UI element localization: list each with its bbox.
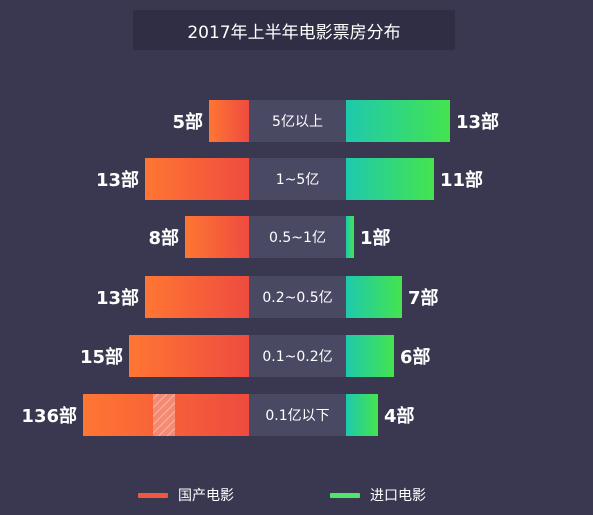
- legend-label-domestic: 国产电影: [178, 488, 234, 504]
- value-label-imported: 6部: [400, 346, 431, 368]
- bar-imported: [346, 216, 354, 258]
- value-label-domestic: 5部: [172, 111, 203, 133]
- axis-break-mark: [153, 394, 175, 436]
- category-box: [249, 394, 346, 436]
- bar-imported: [346, 276, 402, 318]
- legend-label-imported: 进口电影: [370, 488, 426, 504]
- category-box: [249, 158, 346, 200]
- category-label: 0.5~1亿: [269, 230, 326, 246]
- chart-title: 2017年上半年电影票房分布: [133, 10, 455, 50]
- bar-domestic: [145, 158, 249, 200]
- category-box: [249, 335, 346, 377]
- value-label-imported: 4部: [384, 405, 415, 427]
- bar-imported: [346, 335, 394, 377]
- category-label: 0.1~0.2亿: [262, 349, 332, 365]
- value-label-imported: 11部: [440, 169, 483, 191]
- category-box: [249, 100, 346, 142]
- legend-swatch-imported: [330, 492, 360, 498]
- bar-domestic: [185, 216, 249, 258]
- value-label-imported: 7部: [408, 287, 439, 309]
- value-label-imported: 13部: [456, 111, 499, 133]
- category-label: 0.2~0.5亿: [262, 290, 332, 306]
- legend-item-domestic: 国产电影: [138, 485, 234, 505]
- value-label-domestic: 13部: [96, 169, 139, 191]
- value-label-domestic: 8部: [148, 227, 179, 249]
- category-label: 5亿以上: [272, 114, 323, 130]
- value-label-domestic: 136部: [21, 405, 77, 427]
- category-label: 0.1亿以下: [265, 408, 329, 424]
- legend-item-imported: 进口电影: [330, 485, 426, 505]
- legend: 国产电影 进口电影: [0, 485, 593, 505]
- bar-imported: [346, 158, 434, 200]
- bar-imported: [346, 100, 450, 142]
- bar-imported: [346, 394, 378, 436]
- bar-domestic: [145, 276, 249, 318]
- value-label-domestic: 15部: [80, 346, 123, 368]
- bar-domestic: [209, 100, 249, 142]
- category-label: 1~5亿: [276, 172, 320, 188]
- value-label-imported: 1部: [360, 227, 391, 249]
- category-box: [249, 216, 346, 258]
- bar-domestic: [129, 335, 249, 377]
- legend-swatch-domestic: [138, 492, 168, 498]
- value-label-domestic: 13部: [96, 287, 139, 309]
- category-box: [249, 276, 346, 318]
